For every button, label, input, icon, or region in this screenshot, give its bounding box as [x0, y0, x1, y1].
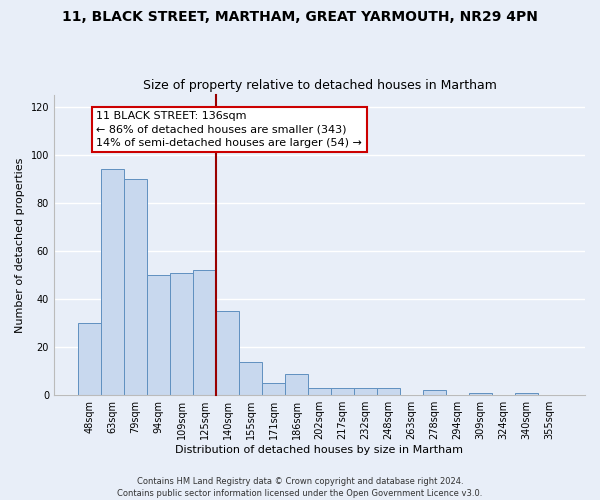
Text: 11, BLACK STREET, MARTHAM, GREAT YARMOUTH, NR29 4PN: 11, BLACK STREET, MARTHAM, GREAT YARMOUT… — [62, 10, 538, 24]
Bar — [469, 393, 492, 395]
Bar — [308, 388, 331, 395]
Bar — [515, 393, 538, 395]
Bar — [78, 323, 101, 395]
Y-axis label: Number of detached properties: Number of detached properties — [15, 157, 25, 332]
Bar — [377, 388, 400, 395]
Text: 11 BLACK STREET: 136sqm
← 86% of detached houses are smaller (343)
14% of semi-d: 11 BLACK STREET: 136sqm ← 86% of detache… — [97, 112, 362, 148]
Bar — [262, 383, 285, 395]
Bar — [193, 270, 216, 395]
Bar — [285, 374, 308, 395]
Bar — [147, 275, 170, 395]
Bar — [331, 388, 354, 395]
Bar — [216, 311, 239, 395]
Bar — [423, 390, 446, 395]
Bar — [354, 388, 377, 395]
Bar — [124, 178, 147, 395]
Text: Contains HM Land Registry data © Crown copyright and database right 2024.
Contai: Contains HM Land Registry data © Crown c… — [118, 476, 482, 498]
Bar — [239, 362, 262, 395]
Bar — [170, 272, 193, 395]
Title: Size of property relative to detached houses in Martham: Size of property relative to detached ho… — [143, 79, 496, 92]
X-axis label: Distribution of detached houses by size in Martham: Distribution of detached houses by size … — [175, 445, 463, 455]
Bar — [101, 169, 124, 395]
